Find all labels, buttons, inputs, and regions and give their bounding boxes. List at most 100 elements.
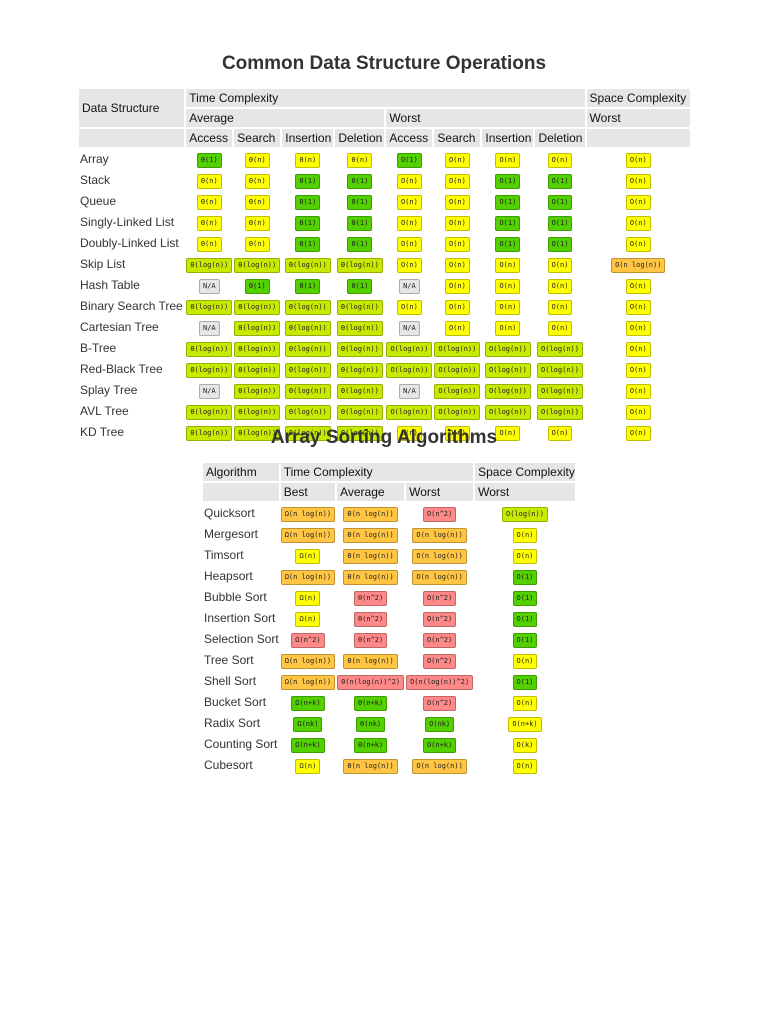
complexity-cell: Θ(log(n)) bbox=[186, 401, 233, 420]
complexity-badge: N/A bbox=[399, 321, 420, 336]
complexity-cell: O(n^2) bbox=[406, 692, 473, 711]
complexity-cell: Ω(n log(n)) bbox=[280, 650, 336, 669]
complexity-badge: Ω(n log(n)) bbox=[280, 570, 336, 585]
complexity-cell: Θ(n+k) bbox=[337, 734, 404, 753]
complexity-badge: Θ(1) bbox=[347, 237, 373, 252]
complexity-badge: Θ(log(n)) bbox=[284, 426, 331, 441]
complexity-badge: O(1) bbox=[512, 633, 538, 648]
complexity-badge: O(n) bbox=[547, 300, 573, 315]
complexity-cell: O(log(n)) bbox=[482, 401, 533, 420]
complexity-cell: Ω(n) bbox=[281, 755, 335, 774]
table-row: Insertion Sort Ω(n) Θ(n^2) O(n^2) O(1) bbox=[203, 608, 575, 627]
complexity-badge: O(n log(n)) bbox=[412, 528, 467, 543]
complexity-badge: Θ(1) bbox=[347, 174, 373, 189]
complexity-cell: Θ(log(n)) bbox=[335, 380, 384, 399]
table-row: Splay Tree N/A Θ(log(n)) Θ(log(n)) Θ(log(n))… bbox=[79, 380, 690, 399]
complexity-cell: Θ(log(n)) bbox=[234, 254, 281, 273]
header-op: Access bbox=[386, 129, 433, 147]
complexity-badge: O(n+k) bbox=[508, 717, 542, 732]
table-row: Array Θ(1) Θ(n) Θ(n) Θ(n) O(1) O(n) O(n) O(n) O(n… bbox=[79, 149, 690, 168]
complexity-badge: Θ(n^2) bbox=[353, 612, 388, 627]
complexity-cell: O(n log(n)) bbox=[406, 524, 473, 543]
complexity-badge: O(n^2) bbox=[422, 507, 457, 522]
complexity-cell: O(nk) bbox=[406, 713, 473, 732]
complexity-badge: O(log(n)) bbox=[434, 342, 481, 357]
row-label: Bubble Sort bbox=[204, 589, 267, 604]
complexity-cell: Θ(n) bbox=[234, 191, 280, 210]
complexity-badge: O(1) bbox=[547, 216, 573, 231]
table-row: Skip List Θ(log(n)) Θ(log(n)) Θ(log(n)) Θ(lo… bbox=[79, 254, 690, 273]
complexity-badge: O(n) bbox=[625, 321, 651, 336]
complexity-cell: Θ(log(n)) bbox=[234, 422, 281, 441]
complexity-badge: Θ(log(n)) bbox=[234, 258, 281, 273]
complexity-cell: O(1) bbox=[386, 149, 432, 168]
complexity-cell: N/A bbox=[386, 317, 432, 336]
header-worst: Worst bbox=[406, 483, 474, 501]
complexity-badge: Θ(log(n)) bbox=[186, 426, 233, 441]
complexity-badge: Θ(log(n)) bbox=[284, 384, 331, 399]
complexity-badge: O(1) bbox=[495, 237, 521, 252]
header-space-complexity: Space Complexity bbox=[475, 463, 575, 481]
complexity-cell: O(log(n)) bbox=[535, 401, 584, 420]
complexity-cell: O(n) bbox=[535, 296, 584, 315]
complexity-cell: N/A bbox=[186, 275, 232, 294]
complexity-badge: O(n log(n)) bbox=[412, 570, 467, 585]
complexity-cell: O(n) bbox=[482, 275, 533, 294]
complexity-badge: O(n) bbox=[495, 321, 521, 336]
complexity-badge: O(1) bbox=[547, 237, 573, 252]
row-label: Timsort bbox=[204, 547, 244, 562]
complexity-cell: Θ(log(n)) bbox=[282, 359, 333, 378]
complexity-cell: O(n) bbox=[434, 254, 480, 273]
table-row: Selection Sort Ω(n^2) Θ(n^2) O(n^2) O(1) bbox=[203, 629, 575, 648]
complexity-cell: O(n) bbox=[434, 191, 480, 210]
complexity-cell: Θ(n^2) bbox=[337, 608, 404, 627]
row-label: Selection Sort bbox=[204, 631, 279, 646]
row-label: Skip List bbox=[80, 256, 126, 271]
complexity-cell: Θ(log(n)) bbox=[234, 338, 281, 357]
complexity-badge: Θ(n(log(n))^2) bbox=[337, 675, 405, 690]
row-label: Cartesian Tree bbox=[80, 319, 159, 334]
complexity-cell: O(n) bbox=[475, 545, 575, 564]
complexity-cell: O(1) bbox=[475, 629, 575, 648]
complexity-cell: O(n^2) bbox=[406, 608, 473, 627]
complexity-cell: O(n) bbox=[434, 149, 480, 168]
complexity-cell: O(n) bbox=[587, 233, 690, 252]
complexity-cell: O(n^2) bbox=[406, 650, 473, 669]
complexity-cell: O(n) bbox=[587, 149, 690, 168]
complexity-cell: O(n) bbox=[386, 191, 432, 210]
complexity-cell: O(n) bbox=[386, 254, 432, 273]
complexity-badge: Θ(log(n)) bbox=[234, 342, 281, 357]
sorting-table: Algorithm Time Complexity Space Complexi… bbox=[201, 461, 577, 776]
complexity-badge: O(n) bbox=[625, 279, 651, 294]
complexity-badge: O(1) bbox=[512, 612, 538, 627]
complexity-badge: O(n) bbox=[444, 258, 470, 273]
complexity-badge: Θ(n) bbox=[244, 216, 270, 231]
complexity-cell: Θ(n) bbox=[186, 191, 232, 210]
complexity-badge: O(n) bbox=[444, 321, 470, 336]
complexity-badge: O(n) bbox=[547, 258, 573, 273]
complexity-badge: Ω(n) bbox=[295, 759, 321, 774]
complexity-badge: N/A bbox=[198, 384, 220, 399]
complexity-cell: O(n) bbox=[386, 296, 432, 315]
table-row: Cubesort Ω(n) Θ(n log(n)) O(n log(n)) O(n) bbox=[203, 755, 575, 774]
complexity-badge: O(log(n)) bbox=[386, 405, 433, 420]
complexity-badge: O(n) bbox=[396, 237, 422, 252]
complexity-cell: O(n^2) bbox=[406, 629, 473, 648]
complexity-cell: Θ(log(n)) bbox=[234, 380, 281, 399]
complexity-cell: Θ(1) bbox=[335, 191, 384, 210]
complexity-badge: O(log(n)) bbox=[502, 507, 548, 522]
complexity-cell: Θ(n) bbox=[282, 149, 333, 168]
complexity-cell: O(log(n)) bbox=[482, 359, 533, 378]
complexity-cell: Θ(log(n)) bbox=[335, 401, 384, 420]
complexity-badge: Θ(1) bbox=[295, 174, 321, 189]
row-label: Shell Sort bbox=[204, 673, 257, 688]
complexity-badge: Θ(nk) bbox=[356, 717, 386, 732]
complexity-cell: Θ(log(n)) bbox=[186, 254, 233, 273]
complexity-cell: Θ(1) bbox=[282, 170, 333, 189]
complexity-badge: Θ(log(n)) bbox=[284, 405, 331, 420]
complexity-cell: O(n) bbox=[587, 212, 690, 231]
complexity-badge: O(n) bbox=[444, 195, 470, 210]
complexity-badge: O(n) bbox=[444, 300, 470, 315]
complexity-badge: O(log(n)) bbox=[434, 363, 481, 378]
complexity-cell: O(n) bbox=[482, 149, 533, 168]
